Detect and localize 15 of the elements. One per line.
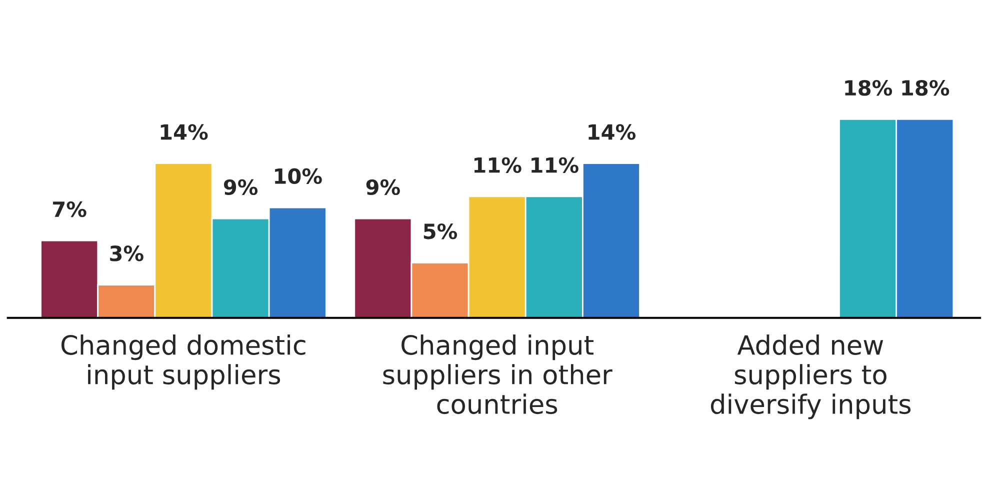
data-label: 14%	[160, 124, 208, 140]
x-tick-label: Changed input suppliers in other countries	[383, 334, 612, 414]
data-label: 18%	[902, 80, 950, 96]
data-label: 10%	[275, 168, 322, 184]
x-tick-label: Added new suppliers to diversify inputs	[710, 334, 911, 420]
data-label: 11%	[532, 157, 578, 173]
data-label: 14%	[588, 124, 636, 140]
data-label: 18%	[845, 80, 892, 96]
data-label: 7%	[53, 201, 86, 218]
data-label: 5%	[424, 223, 458, 240]
x-tick-label: Changed domestic input suppliers	[61, 334, 306, 390]
data-label: 11%	[474, 157, 522, 173]
data-label: 9%	[224, 179, 258, 196]
data-label: 9%	[366, 179, 400, 196]
data-label: 3%	[110, 246, 144, 262]
